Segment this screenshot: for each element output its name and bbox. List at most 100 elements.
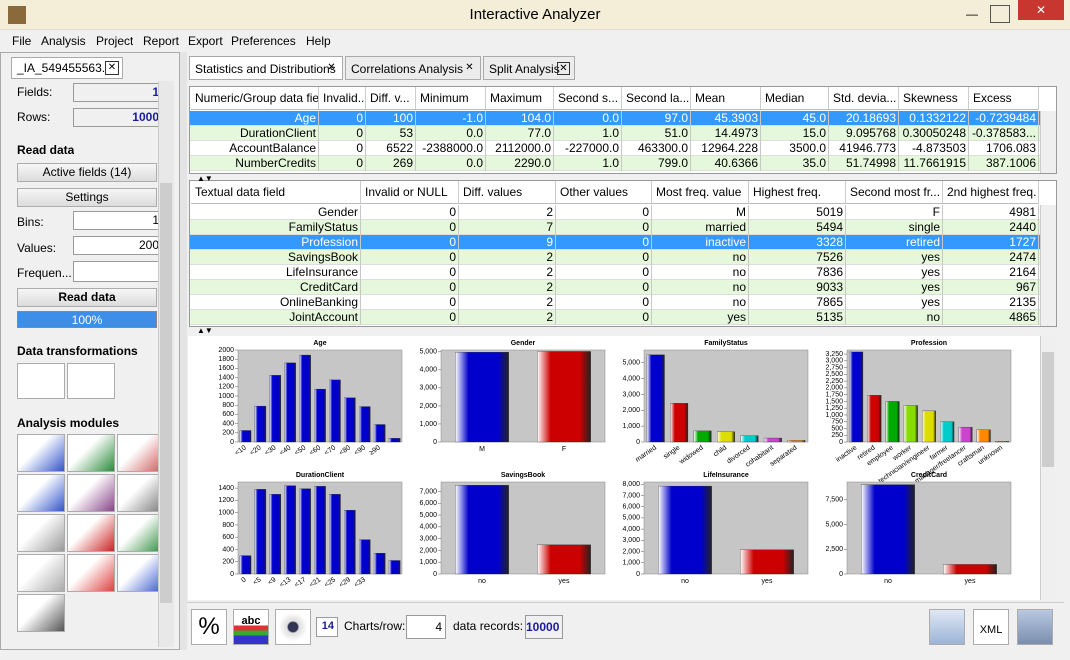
column-header[interactable]: Second most fr... xyxy=(846,181,943,204)
scrollbar[interactable] xyxy=(1040,205,1056,326)
label: Data transformations xyxy=(17,344,138,358)
column-header[interactable]: Skewness xyxy=(899,87,969,110)
transform-icon[interactable] xyxy=(17,363,65,399)
save-button[interactable] xyxy=(1017,609,1053,645)
table-row[interactable] xyxy=(190,126,1040,141)
column-header[interactable]: Diff. values xyxy=(459,181,556,204)
menu-item[interactable]: Analysis xyxy=(41,34,86,48)
column-header[interactable]: Mean xyxy=(691,87,761,110)
table-row[interactable] xyxy=(190,265,1040,280)
table-row[interactable] xyxy=(190,310,1040,325)
table-row[interactable] xyxy=(190,111,1040,126)
bar xyxy=(717,431,735,443)
y-tick-label: 200 xyxy=(222,559,234,566)
table-row[interactable] xyxy=(190,156,1040,171)
splitter[interactable] xyxy=(180,52,187,650)
tab-close[interactable]: ✕ xyxy=(105,61,119,75)
table-row[interactable] xyxy=(190,220,1040,235)
module-icon[interactable] xyxy=(67,474,115,512)
module-icon[interactable] xyxy=(17,514,65,552)
y-tick-label: 400 xyxy=(222,420,234,427)
value-box[interactable] xyxy=(73,261,163,282)
column-header[interactable]: Maximum xyxy=(486,87,554,110)
label: Values: xyxy=(17,241,57,255)
percent-button[interactable]: % xyxy=(191,609,227,645)
menu-item[interactable]: File xyxy=(12,34,32,48)
column-header[interactable]: Most freq. value xyxy=(652,181,749,204)
bar xyxy=(239,555,252,575)
module-icon[interactable] xyxy=(67,514,115,552)
view-button[interactable] xyxy=(275,609,311,645)
tab[interactable]: Correlations Analysis xyxy=(345,56,481,80)
table-cell: 0.0 xyxy=(554,111,622,126)
menu-item[interactable]: Help xyxy=(306,34,331,48)
column-header[interactable]: Diff. v... xyxy=(366,87,416,110)
bar xyxy=(329,379,341,443)
y-tick-label: 2,250 xyxy=(825,378,843,385)
column-header[interactable]: Numeric/Group data field xyxy=(191,87,319,110)
menu-item[interactable]: Project xyxy=(96,34,134,48)
module-icon[interactable] xyxy=(17,594,65,632)
y-tick-label: 7,000 xyxy=(622,492,640,499)
module-icon[interactable] xyxy=(117,514,165,552)
button[interactable]: Active fields (14) xyxy=(17,163,157,182)
column-header[interactable]: Second la... xyxy=(622,87,691,110)
column-header[interactable]: Highest freq. xyxy=(749,181,846,204)
menu-item[interactable]: Preferences xyxy=(231,34,296,48)
module-icon[interactable] xyxy=(17,434,65,472)
close[interactable]: ✕ xyxy=(1018,0,1064,20)
column-header[interactable]: Invalid or NULL xyxy=(361,181,459,204)
transform-icon[interactable] xyxy=(67,363,115,399)
table-row[interactable] xyxy=(190,295,1040,310)
scrollbar[interactable] xyxy=(1040,111,1056,173)
splitter-arrows[interactable]: ▲▼ xyxy=(197,174,213,183)
button[interactable]: Settings xyxy=(17,188,157,207)
xml-button[interactable]: XML xyxy=(973,609,1009,645)
splitter-arrows[interactable]: ▲▼ xyxy=(197,326,213,335)
column-header[interactable]: 2nd highest freq. xyxy=(943,181,1039,204)
table-row[interactable] xyxy=(190,280,1040,295)
column-header[interactable]: Invalid... xyxy=(319,87,366,110)
table-row[interactable] xyxy=(190,235,1040,250)
records: 10000 xyxy=(525,615,563,639)
scroll-thumb[interactable] xyxy=(1042,352,1054,467)
bar xyxy=(922,410,936,443)
table-cell: AccountBalance xyxy=(191,141,319,156)
scroll-thumb[interactable] xyxy=(160,183,172,603)
text-button[interactable]: abc xyxy=(233,609,269,645)
column-header[interactable]: Textual data field xyxy=(191,181,361,204)
button[interactable]: Read data xyxy=(17,288,157,307)
module-icon[interactable] xyxy=(67,434,115,472)
tab[interactable]: Statistics and Distributions xyxy=(189,56,343,80)
column-header[interactable]: Minimum xyxy=(416,87,486,110)
module-icon[interactable] xyxy=(17,554,65,592)
column-header[interactable]: Std. devia... xyxy=(829,87,899,110)
column-header[interactable]: Other values xyxy=(556,181,652,204)
table-cell: 0 xyxy=(361,295,459,310)
column-header[interactable]: Excess xyxy=(969,87,1039,110)
tab-close[interactable]: ✕ xyxy=(327,62,336,73)
table-cell: 0.0 xyxy=(416,126,486,141)
tab-close[interactable]: ✕ xyxy=(557,62,570,75)
module-icon[interactable] xyxy=(67,554,115,592)
table-cell: 35.0 xyxy=(761,156,829,171)
menu-item[interactable]: Export xyxy=(188,34,223,48)
module-icon[interactable] xyxy=(17,474,65,512)
maximize[interactable] xyxy=(990,5,1010,23)
minimize[interactable]: — xyxy=(966,7,978,21)
y-tick-label: 3,000 xyxy=(419,535,437,542)
table-cell: 0 xyxy=(319,126,366,141)
column-header[interactable]: Second s... xyxy=(554,87,622,110)
menu-item[interactable]: Report xyxy=(143,34,180,48)
module-icon[interactable] xyxy=(117,474,165,512)
column-header[interactable]: Median xyxy=(761,87,829,110)
table-row[interactable] xyxy=(190,141,1040,156)
tab[interactable]: Split Analysis xyxy=(483,56,575,80)
y-tick-label: 0 xyxy=(839,571,843,578)
table-row[interactable] xyxy=(190,205,1040,220)
table-row[interactable] xyxy=(190,250,1040,265)
nav-button[interactable] xyxy=(929,609,965,645)
charts-per-row-input[interactable]: 4 xyxy=(406,615,446,639)
tab-close[interactable]: ✕ xyxy=(465,62,474,73)
file-tab[interactable]: _IA_549455563.. xyxy=(11,57,123,79)
